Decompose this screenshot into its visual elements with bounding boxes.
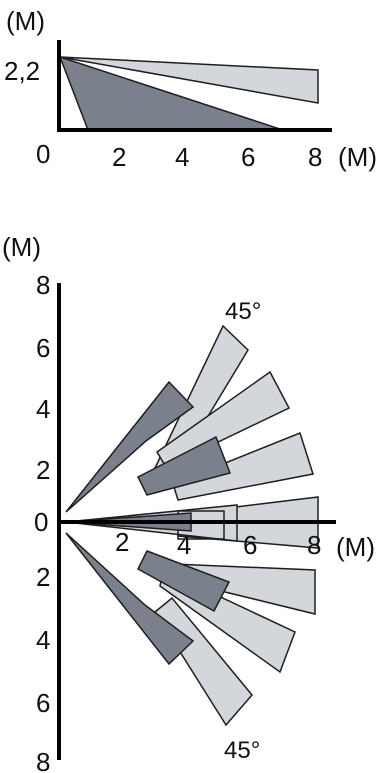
- side-y-unit: (M): [6, 6, 45, 36]
- top-left-tick-8-up: 8: [36, 270, 50, 300]
- top-left-tick-8-down: 8: [36, 747, 50, 773]
- top-left-tick-0: 0: [34, 507, 48, 537]
- side-long-range-zone: [59, 56, 319, 104]
- side-view: (M) 2,2 0 2 4 6 8 (M): [4, 6, 377, 172]
- top-x-tick-2: 2: [115, 527, 129, 557]
- top-left-tick-6-down: 6: [36, 688, 50, 718]
- top-zone-light-3: [172, 432, 314, 501]
- top-left-tick-6-up: 6: [36, 333, 50, 363]
- side-x-tick-8: 8: [308, 142, 322, 172]
- side-x-tick-4: 4: [175, 142, 189, 172]
- top-x-tick-4: 4: [177, 530, 191, 560]
- side-y-tick: 2,2: [4, 56, 40, 86]
- top-x-tick-8: 8: [307, 530, 321, 560]
- side-x-unit: (M): [338, 142, 377, 172]
- top-angle-label-upper: 45°: [225, 298, 261, 325]
- top-left-tick-4-down: 4: [36, 625, 50, 655]
- top-view: (M) 8 6 4 2 0 2 4 6 8 2 4 6 8 (M) 45° 45…: [2, 232, 375, 773]
- top-x-tick-6: 6: [243, 530, 257, 560]
- top-x-unit: (M): [336, 532, 375, 562]
- top-angle-label-lower: 45°: [224, 737, 260, 764]
- top-zone-dark-1: [65, 380, 195, 513]
- top-zone-dark-5: [65, 532, 195, 666]
- top-zone-dark-4: [137, 550, 231, 613]
- top-left-tick-4-up: 4: [36, 394, 50, 424]
- side-x-tick-2: 2: [112, 142, 126, 172]
- top-left-tick-2-up: 2: [36, 455, 50, 485]
- top-left-tick-2-down: 2: [36, 562, 50, 592]
- top-zone-light-2: [155, 370, 291, 468]
- side-x-tick-6: 6: [241, 142, 255, 172]
- top-y-unit: (M): [2, 232, 41, 262]
- side-origin-label: 0: [36, 139, 50, 169]
- top-zone-dark-2: [136, 435, 232, 496]
